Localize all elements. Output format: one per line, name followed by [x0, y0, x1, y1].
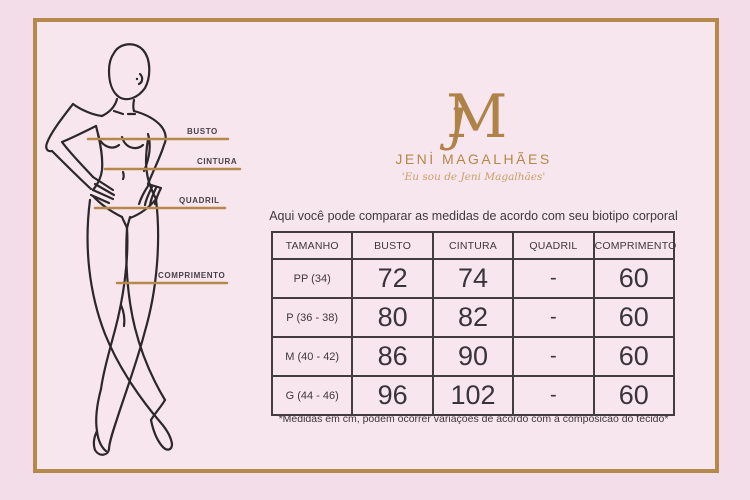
- pp-busto: 72: [351, 258, 434, 299]
- croquis-torso: [144, 137, 158, 201]
- croquis-leg: [86, 198, 174, 446]
- p-cintura: 82: [431, 297, 515, 338]
- m-cintura: 90: [431, 336, 515, 377]
- croquis-foot: [95, 387, 108, 453]
- pp-cintura: 74: [431, 258, 515, 299]
- croquis-right-hand: [137, 182, 163, 207]
- croquis-left-shoulder: [71, 102, 104, 118]
- size-table-header-row: TAMANHO BUSTO CINTURA QUADRIL COMPRIMENT…: [270, 231, 676, 260]
- brand-name: JENİ MAGALHÃES: [395, 151, 552, 167]
- croquis-navel: [121, 170, 125, 181]
- cintura-label: CINTURA: [197, 157, 238, 166]
- comprimento-label: COMPRIMENTO: [158, 271, 226, 280]
- croquis-left-hand: [89, 175, 116, 205]
- content-column: JM JENİ MAGALHÃES 'Eu sou de Jeni Magalh…: [269, 82, 678, 465]
- g-comprimento: 60: [592, 375, 676, 416]
- croquis-ear: [137, 72, 144, 86]
- croquis-head: [107, 43, 151, 101]
- croquis-collarbone: [112, 109, 137, 116]
- monogram-m: M: [446, 82, 507, 152]
- croquis-ear-dot: [135, 77, 139, 81]
- col-header-tamanho: TAMANHO: [270, 231, 354, 260]
- m-quadril: -: [512, 336, 595, 377]
- croquis-left-arm: [60, 124, 98, 179]
- size-table: TAMANHO BUSTO CINTURA QUADRIL COMPRIMENT…: [270, 231, 676, 416]
- croquis-neck: [132, 98, 136, 113]
- g-busto: 96: [351, 375, 434, 416]
- croquis-foot: [92, 429, 111, 456]
- col-header-comprimento: COMPRIMENTO: [592, 231, 676, 260]
- table-row: PP (34) 72 74 - 60: [270, 258, 676, 299]
- g-quadril: -: [512, 375, 595, 416]
- table-row: P (36 - 38) 80 82 - 60: [270, 297, 676, 338]
- m-busto: 86: [351, 336, 434, 377]
- croquis-neck: [100, 97, 119, 118]
- croquis-torso: [91, 124, 104, 192]
- col-header-busto: BUSTO: [351, 231, 434, 260]
- p-comprimento: 60: [592, 297, 676, 338]
- p-busto: 80: [351, 297, 434, 338]
- croquis-leg: [107, 197, 160, 451]
- p-quadril: -: [512, 297, 595, 338]
- croquis-foot: [149, 418, 174, 451]
- brand-monogram: JM: [271, 82, 676, 152]
- g-cintura: 102: [431, 375, 515, 416]
- table-row: G (44 - 46) 96 102 - 60: [270, 375, 676, 416]
- female-croquis-icon: [45, 43, 242, 456]
- quadril-label: QUADRIL: [179, 196, 220, 205]
- croquis-leg: [99, 226, 129, 391]
- croquis-hip: [120, 215, 132, 230]
- pp-comprimento: 60: [592, 258, 676, 299]
- size-g: G (44 - 46): [270, 375, 354, 416]
- size-m: M (40 - 42): [270, 336, 354, 377]
- pp-quadril: -: [512, 258, 595, 299]
- col-header-cintura: CINTURA: [431, 231, 515, 260]
- brand-tagline: 'Eu sou de Jeni Magalhães': [401, 171, 546, 183]
- croquis-left-arm: [45, 102, 93, 191]
- croquis-calf-line: [119, 303, 126, 328]
- table-row: M (40 - 42) 86 90 - 60: [270, 336, 676, 377]
- croquis-right-arm: [132, 109, 167, 186]
- m-comprimento: 60: [592, 336, 676, 377]
- footnote-text: *Medidas em cm, podem ocorrer variações …: [278, 413, 669, 425]
- croquis-hip: [128, 197, 158, 220]
- croquis-foot: [149, 398, 167, 422]
- size-pp: PP (34): [270, 258, 354, 299]
- croquis-hip: [91, 194, 124, 219]
- monogram-j: J: [447, 98, 466, 152]
- col-header-quadril: QUADRIL: [512, 231, 595, 260]
- intro-text: Aqui você pode comparar as medidas de ac…: [269, 209, 678, 223]
- busto-label: BUSTO: [187, 127, 218, 136]
- size-p: P (36 - 38): [270, 297, 354, 338]
